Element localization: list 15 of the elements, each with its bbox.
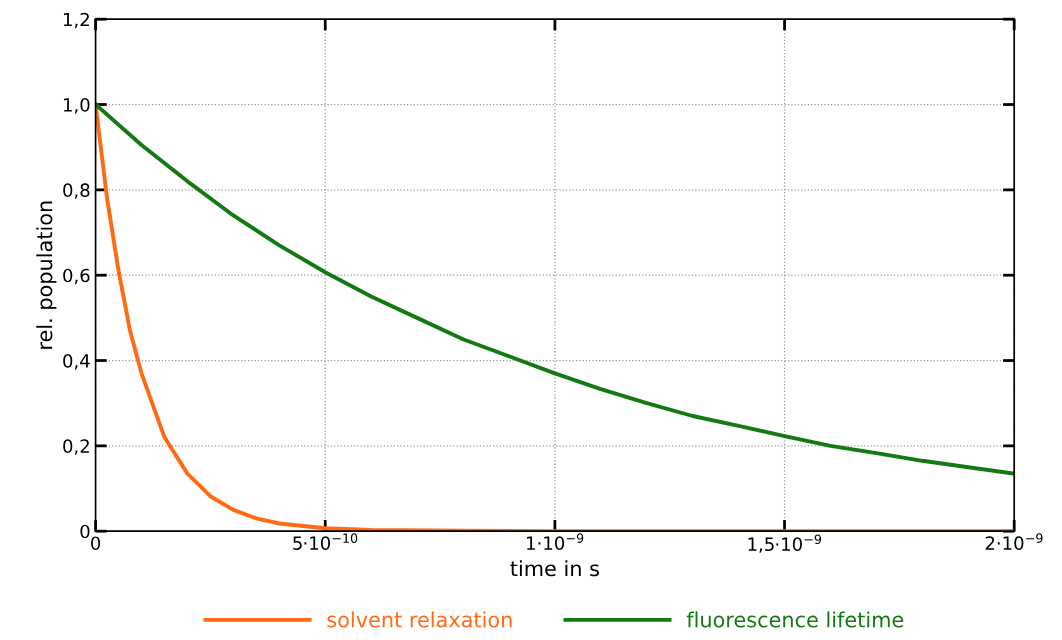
x-tick-label: 0 xyxy=(91,536,101,551)
x-tick-label: 5·10$^{−10}$ xyxy=(293,533,358,550)
x-tick-label: 1·10$^{−9}$ xyxy=(527,533,584,550)
y-tick-label: 0,6 xyxy=(63,268,90,285)
y-tick-label: 0,4 xyxy=(63,353,90,370)
y-tick-label: 1,0 xyxy=(63,97,90,114)
y-axis-title: rel. population xyxy=(36,201,57,349)
text: solvent relaxation xyxy=(327,611,512,628)
x-tick-label: 1,5·10$^{−9}$ xyxy=(748,534,822,553)
y-tick-label: 0,2 xyxy=(63,439,89,455)
y-tick-label: 0,8 xyxy=(63,183,90,199)
text: fluorescence lifetime xyxy=(686,611,904,628)
x-axis-title: time in s xyxy=(510,560,599,577)
x-tick-label: 2·10$^{−9}$ xyxy=(985,533,1043,550)
y-tick-label: 1,2 xyxy=(63,12,89,29)
